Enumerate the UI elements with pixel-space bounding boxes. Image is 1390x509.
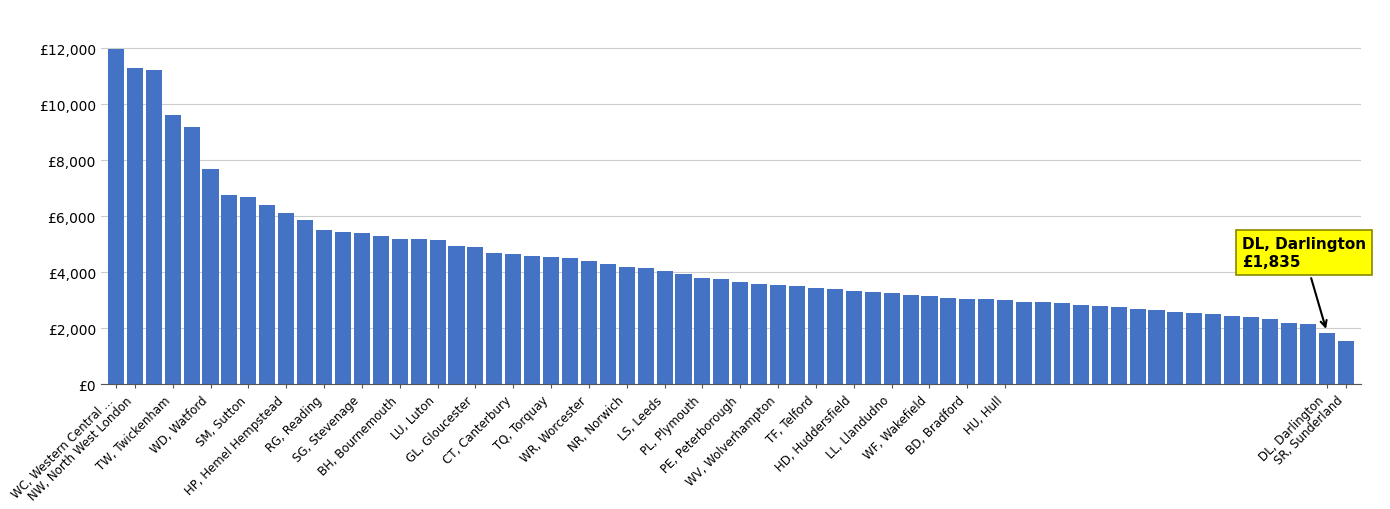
Bar [449, 246, 464, 385]
Bar [808, 288, 824, 385]
Bar [430, 241, 446, 385]
Bar [335, 232, 352, 385]
Bar [146, 71, 161, 385]
Bar [770, 286, 787, 385]
Bar [600, 264, 616, 385]
Bar [1111, 308, 1127, 385]
Bar [1243, 318, 1259, 385]
Bar [619, 267, 635, 385]
Bar [1319, 333, 1334, 385]
Bar [656, 271, 673, 385]
Bar [1282, 323, 1297, 385]
Bar [865, 292, 881, 385]
Bar [392, 239, 407, 385]
Bar [922, 297, 937, 385]
Bar [638, 269, 653, 385]
Bar [1036, 302, 1051, 385]
Bar [1016, 302, 1033, 385]
Bar [203, 169, 218, 385]
Bar [1225, 316, 1240, 385]
Bar [297, 221, 313, 385]
Bar [126, 69, 143, 385]
Bar [278, 214, 295, 385]
Bar [354, 234, 370, 385]
Bar [1148, 310, 1165, 385]
Bar [183, 127, 200, 385]
Bar [1186, 314, 1202, 385]
Bar [1073, 305, 1088, 385]
Bar [979, 299, 994, 385]
Bar [259, 206, 275, 385]
Bar [373, 236, 389, 385]
Bar [240, 197, 256, 385]
Bar [108, 50, 124, 385]
Bar [316, 231, 332, 385]
Bar [902, 295, 919, 385]
Bar [959, 299, 976, 385]
Bar [221, 196, 238, 385]
Bar [562, 259, 578, 385]
Bar [845, 291, 862, 385]
Bar [581, 262, 596, 385]
Bar [524, 256, 541, 385]
Bar [733, 282, 748, 385]
Bar [164, 116, 181, 385]
Bar [884, 294, 899, 385]
Bar [751, 284, 767, 385]
Bar [1337, 342, 1354, 385]
Bar [827, 290, 842, 385]
Bar [941, 298, 956, 385]
Bar [410, 239, 427, 385]
Bar [467, 247, 484, 385]
Bar [695, 278, 710, 385]
Bar [1054, 303, 1070, 385]
Bar [1130, 309, 1145, 385]
Bar [790, 287, 805, 385]
Bar [505, 254, 521, 385]
Text: DL, Darlington
£1,835: DL, Darlington £1,835 [1241, 237, 1366, 327]
Bar [1300, 325, 1316, 385]
Bar [997, 301, 1013, 385]
Bar [1262, 319, 1277, 385]
Bar [1091, 306, 1108, 385]
Bar [676, 274, 692, 385]
Bar [1205, 315, 1222, 385]
Bar [713, 280, 730, 385]
Bar [486, 253, 502, 385]
Bar [543, 258, 559, 385]
Bar [1168, 312, 1183, 385]
